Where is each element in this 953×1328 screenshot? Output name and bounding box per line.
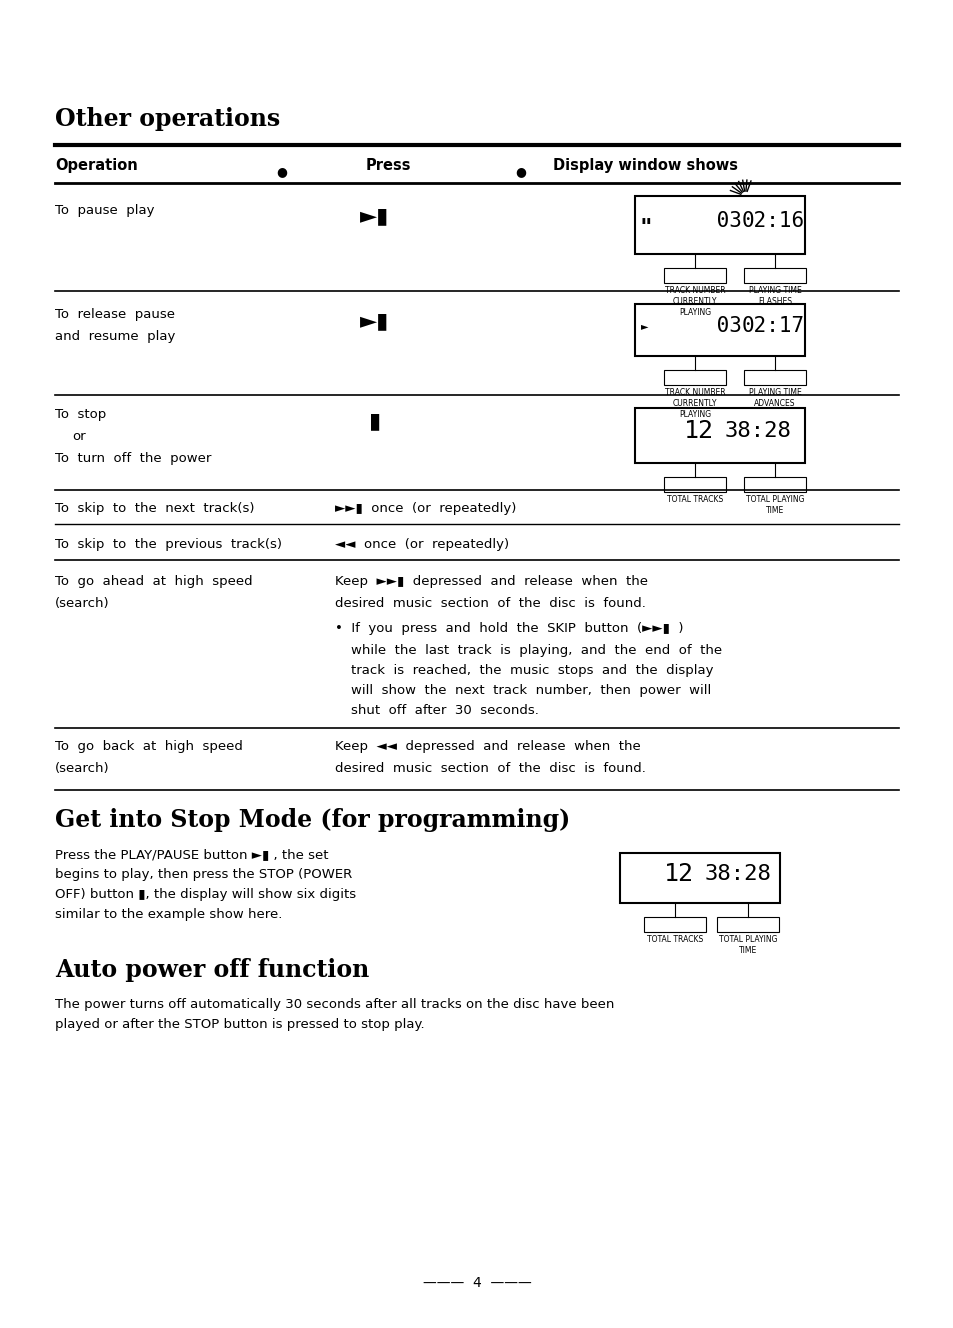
Text: To  release  pause: To release pause — [55, 308, 174, 321]
Text: track  is  reached,  the  music  stops  and  the  display: track is reached, the music stops and th… — [351, 664, 713, 677]
Text: 12: 12 — [663, 862, 693, 886]
Text: ———  4  ———: ——— 4 ——— — [422, 1276, 531, 1289]
Text: ►▮: ►▮ — [360, 206, 389, 226]
Text: ►: ► — [640, 321, 648, 331]
Bar — [743, 477, 805, 491]
Text: To  skip  to  the  previous  track(s): To skip to the previous track(s) — [55, 538, 282, 551]
Text: 03: 03 — [703, 211, 741, 231]
Text: Operation: Operation — [55, 158, 137, 173]
Text: 03: 03 — [703, 316, 741, 336]
Text: while  the  last  track  is  playing,  and  the  end  of  the: while the last track is playing, and the… — [351, 644, 721, 657]
Text: ►►▮  once  (or  repeatedly): ►►▮ once (or repeatedly) — [335, 502, 516, 515]
Text: ▮▮: ▮▮ — [640, 216, 652, 226]
Text: To  stop: To stop — [55, 408, 106, 421]
Text: played or after the STOP button is pressed to stop play.: played or after the STOP button is press… — [55, 1019, 424, 1031]
Text: Get into Stop Mode (for programming): Get into Stop Mode (for programming) — [55, 807, 570, 833]
Text: Display window shows: Display window shows — [553, 158, 738, 173]
Text: ●: ● — [276, 165, 287, 178]
Text: ►▮: ►▮ — [360, 311, 389, 331]
Text: 02:17: 02:17 — [741, 316, 804, 336]
Text: 02:16: 02:16 — [741, 211, 804, 231]
Text: desired  music  section  of  the  disc  is  found.: desired music section of the disc is fou… — [335, 762, 645, 776]
Text: will  show  the  next  track  number,  then  power  will: will show the next track number, then po… — [351, 684, 711, 697]
Text: PLAYING TIME
FLASHES: PLAYING TIME FLASHES — [748, 286, 801, 305]
Text: •  If  you  press  and  hold  the  SKIP  button  (►►▮  ): • If you press and hold the SKIP button … — [335, 622, 682, 635]
Bar — [663, 371, 725, 385]
Text: ●: ● — [515, 165, 526, 178]
Text: OFF) button ▮, the display will show six digits: OFF) button ▮, the display will show six… — [55, 888, 355, 900]
Text: Press: Press — [365, 158, 411, 173]
Text: Keep  ►►▮  depressed  and  release  when  the: Keep ►►▮ depressed and release when the — [335, 575, 647, 588]
Text: shut  off  after  30  seconds.: shut off after 30 seconds. — [351, 704, 538, 717]
Bar — [635, 304, 804, 356]
Text: The power turns off automatically 30 seconds after all tracks on the disc have b: The power turns off automatically 30 sec… — [55, 999, 614, 1011]
Bar — [619, 853, 780, 903]
Text: To  go  back  at  high  speed: To go back at high speed — [55, 740, 243, 753]
Text: Keep  ◄◄  depressed  and  release  when  the: Keep ◄◄ depressed and release when the — [335, 740, 640, 753]
Text: Press the PLAY/PAUSE button ►▮ , the set: Press the PLAY/PAUSE button ►▮ , the set — [55, 849, 328, 861]
Bar — [717, 918, 779, 932]
Text: or: or — [71, 430, 86, 444]
Text: (search): (search) — [55, 598, 110, 610]
Text: Other operations: Other operations — [55, 108, 280, 131]
Bar — [663, 268, 725, 283]
Text: Auto power off function: Auto power off function — [55, 957, 369, 981]
Text: TRACK NUMBER
CURRENTLY
PLAYING: TRACK NUMBER CURRENTLY PLAYING — [664, 388, 724, 420]
Text: similar to the example show here.: similar to the example show here. — [55, 908, 282, 922]
Text: begins to play, then press the STOP (POWER: begins to play, then press the STOP (POW… — [55, 869, 352, 880]
Text: 38:28: 38:28 — [704, 865, 771, 884]
Bar — [663, 477, 725, 491]
Text: To  skip  to  the  next  track(s): To skip to the next track(s) — [55, 502, 254, 515]
Text: TOTAL TRACKS: TOTAL TRACKS — [666, 494, 722, 503]
Bar — [743, 268, 805, 283]
Text: ▮: ▮ — [369, 410, 381, 432]
Text: TOTAL PLAYING
TIME: TOTAL PLAYING TIME — [718, 935, 777, 955]
Bar — [643, 918, 705, 932]
Text: TOTAL TRACKS: TOTAL TRACKS — [646, 935, 702, 944]
Text: 12: 12 — [683, 420, 713, 444]
Bar — [743, 371, 805, 385]
Bar — [635, 197, 804, 254]
Text: TRACK NUMBER
CURRENTLY
PLAYING: TRACK NUMBER CURRENTLY PLAYING — [664, 286, 724, 317]
Text: 38:28: 38:28 — [724, 421, 791, 441]
Text: To  pause  play: To pause play — [55, 205, 154, 216]
Text: and  resume  play: and resume play — [55, 329, 175, 343]
Text: To  go  ahead  at  high  speed: To go ahead at high speed — [55, 575, 253, 588]
Text: ◄◄  once  (or  repeatedly): ◄◄ once (or repeatedly) — [335, 538, 509, 551]
Text: TOTAL PLAYING
TIME: TOTAL PLAYING TIME — [745, 494, 803, 514]
Bar — [635, 408, 804, 462]
Text: To  turn  off  the  power: To turn off the power — [55, 452, 212, 465]
Text: (search): (search) — [55, 762, 110, 776]
Text: PLAYING TIME
ADVANCES: PLAYING TIME ADVANCES — [748, 388, 801, 408]
Text: desired  music  section  of  the  disc  is  found.: desired music section of the disc is fou… — [335, 598, 645, 610]
